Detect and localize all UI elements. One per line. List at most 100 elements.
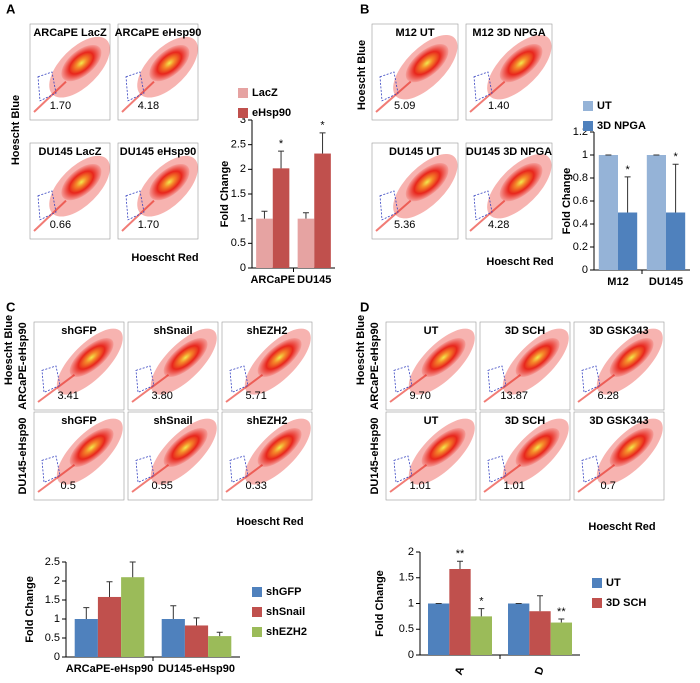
flow-plot: shSnail 0.55	[127, 411, 219, 501]
bar	[470, 616, 492, 655]
legend-swatch	[238, 108, 248, 118]
y-tick-label: 2	[408, 546, 414, 558]
error-bar	[537, 595, 543, 612]
cell-cloud	[257, 338, 302, 377]
flow-plot: DU145 LacZ 0.66	[29, 142, 111, 240]
legend-label: 3D NPGA	[597, 120, 646, 132]
gate	[125, 71, 145, 102]
flow-plot: DU145 eHsp90 1.70	[117, 142, 199, 240]
plot-title: DU145 3D NPGA	[466, 146, 552, 158]
bar	[208, 636, 232, 657]
y-tick-label: 1	[408, 597, 414, 609]
flow-plot: M12 UT 5.09	[371, 23, 459, 121]
cell-cloud	[515, 428, 560, 467]
side-population: 0.66	[50, 219, 71, 231]
bar	[314, 153, 331, 268]
y-tick-label: 1	[54, 613, 60, 625]
population-tail	[389, 373, 428, 403]
population-tail	[131, 373, 170, 403]
side-population: 1.70	[50, 100, 71, 112]
x-tick-label: M12	[607, 276, 628, 288]
axis-label: Hoescht Red	[131, 252, 198, 264]
error-bar	[319, 132, 326, 154]
cell-cloud	[609, 338, 654, 377]
flow-plot: UT 1.01	[385, 411, 477, 501]
flow-plot: 3D SCH 13.87	[479, 321, 571, 411]
plot-title: M12 UT	[395, 27, 434, 39]
error-bar	[558, 618, 565, 623]
side-population: 6.28	[597, 390, 618, 402]
flow-plot: shGFP 3.41	[33, 321, 125, 411]
cell-cloud	[149, 44, 190, 82]
cell-cloud	[515, 338, 560, 377]
side-population: 1.40	[488, 100, 509, 112]
legend-label: shEZH2	[266, 626, 307, 638]
legend-label: UT	[606, 577, 621, 589]
error-bar	[457, 560, 463, 569]
cell-cloud	[421, 338, 466, 377]
cell-cloud	[499, 43, 543, 83]
population-tail	[33, 80, 67, 113]
legend-swatch	[583, 121, 593, 131]
axis-label: Hoescht Blue	[10, 95, 22, 165]
error-bar	[129, 561, 136, 578]
y-tick-label: 0	[240, 262, 246, 274]
side-population: 1.01	[503, 480, 524, 492]
population-tail	[483, 373, 522, 403]
cell-cloud	[609, 428, 654, 467]
y-tick-label: 1.5	[399, 572, 414, 584]
y-tick-label: 0	[408, 649, 414, 661]
y-tick-label: 0.5	[231, 237, 246, 249]
error-bar	[106, 581, 113, 597]
bar	[121, 577, 145, 657]
error-bar	[261, 210, 268, 219]
cell-cloud	[163, 338, 208, 377]
y-tick-label: 1.5	[231, 188, 246, 200]
y-tick-label: 2	[54, 575, 60, 587]
population-tail	[33, 199, 67, 232]
legend-swatch	[592, 598, 602, 608]
gate	[379, 71, 399, 102]
panel-label: A	[6, 1, 16, 16]
cell-cloud	[257, 428, 302, 467]
plot-title: UT	[424, 415, 439, 427]
flow-plot: DU145 3D NPGA 4.28	[465, 142, 553, 240]
axis-label: Hoescht Blue	[355, 315, 367, 385]
significance: **	[557, 606, 566, 618]
significance: *	[673, 151, 678, 163]
legend-swatch	[238, 88, 248, 98]
population-tail	[483, 463, 522, 493]
plot-title: 3D SCH	[505, 325, 545, 337]
y-tick-label: 1.5	[45, 594, 60, 606]
plot-title: 3D GSK343	[589, 415, 648, 427]
legend-swatch	[252, 587, 262, 597]
cell-cloud	[61, 163, 102, 201]
y-axis-label: Fold Change	[24, 576, 36, 643]
error-bar	[478, 608, 485, 617]
legend-swatch	[252, 607, 262, 617]
bar	[646, 155, 666, 270]
y-tick-label: 0	[54, 651, 60, 663]
population-tail	[389, 463, 428, 493]
y-tick-label: 2	[240, 163, 246, 175]
legend-label: eHsp90	[252, 107, 291, 119]
side-population: 1.70	[138, 219, 159, 231]
population-tail	[225, 463, 264, 493]
side-population: 13.87	[500, 390, 528, 402]
plot-title: shGFP	[61, 415, 96, 427]
y-tick-label: 1	[240, 213, 246, 225]
gate	[473, 190, 493, 221]
cell-cloud	[61, 44, 102, 82]
population-tail	[469, 199, 506, 232]
legend-label: 3D SCH	[606, 597, 646, 609]
flow-plot: M12 3D NPGA 1.40	[465, 23, 553, 121]
population-tail	[131, 463, 170, 493]
legend-swatch	[583, 101, 593, 111]
legend-swatch	[592, 578, 602, 588]
error-bar	[624, 176, 631, 213]
y-tick-label: 0.8	[573, 172, 588, 184]
y-tick-label: 3	[240, 114, 246, 126]
bar	[529, 611, 551, 655]
cell-cloud	[69, 338, 114, 377]
